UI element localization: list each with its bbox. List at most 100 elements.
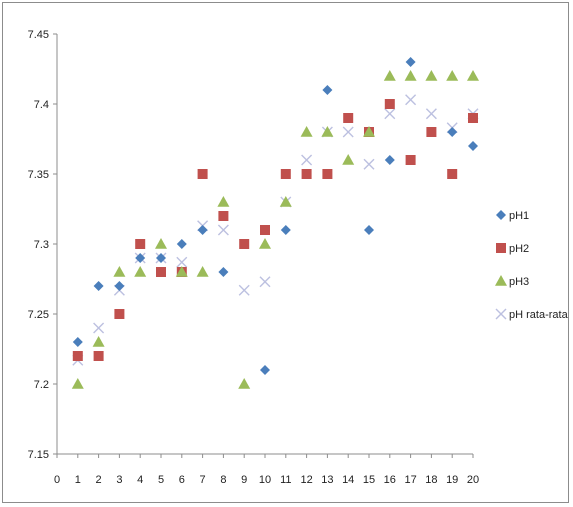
y-tick-label: 7.35: [28, 169, 49, 181]
ph1-point: [322, 85, 333, 95]
x-tick-label: 14: [342, 474, 354, 486]
ph1-point: [384, 155, 395, 165]
x-tick-label: 6: [179, 474, 185, 486]
legend-marker-ph2: [496, 243, 506, 253]
ph3-point: [342, 154, 355, 165]
ph2-point: [93, 351, 104, 361]
ph1-point: [135, 253, 146, 263]
ph2-point: [72, 351, 83, 361]
ph1-point: [218, 267, 229, 277]
chart-frame: 7.15 7.2 7.25 7.3 7.35 7.4 7.45 0 1 2 3 4 5 6 7 8 9 10 11 1…: [2, 2, 569, 503]
ph-rata-rata-point: [425, 108, 437, 120]
ph3-point: [279, 196, 292, 207]
ph3-point: [425, 70, 438, 81]
ph3-point: [196, 266, 209, 277]
ph2-point: [260, 225, 270, 235]
legend-label-ph3: pH3: [509, 276, 529, 288]
ph-rata-rata-point: [238, 284, 250, 296]
ph2-point: [280, 169, 291, 179]
ph3-point: [383, 70, 396, 81]
ph3-point: [217, 196, 230, 207]
ph1-point: [156, 253, 166, 263]
x-tick-label: 10: [259, 474, 271, 486]
legend-marker-ph-rata-rata: [495, 308, 507, 320]
ph-rata-rata-point: [384, 108, 396, 120]
ph1-point: [176, 239, 187, 249]
y-tick-label: 7.15: [28, 449, 49, 461]
x-tick-label: 12: [300, 474, 312, 486]
ph3-point: [404, 70, 417, 81]
x-tick-label: 18: [425, 474, 437, 486]
ph-rata-rata-point: [259, 276, 271, 288]
ph1-point: [405, 57, 416, 67]
x-tick-label: 2: [96, 474, 102, 486]
ph3-point: [92, 336, 105, 347]
legend-marker-ph1: [496, 210, 506, 220]
x-tick-label: 13: [321, 474, 333, 486]
ph3-point: [446, 70, 459, 81]
x-tick-label: 11: [280, 474, 291, 486]
ph2-point: [239, 239, 250, 249]
ph-rata-rata-point: [301, 154, 313, 166]
ph1-point: [280, 225, 291, 235]
x-tick-label: 20: [467, 474, 479, 486]
x-tick-label: 7: [200, 474, 206, 486]
y-tick-label: 7.3: [34, 239, 49, 251]
x-tick-label: 8: [220, 474, 226, 486]
x-tick-label: 16: [384, 474, 396, 486]
ph1-point: [114, 281, 125, 291]
y-tick-label: 7.45: [28, 29, 49, 41]
y-tick-label: 7.2: [34, 379, 49, 391]
ph2-point: [301, 169, 312, 179]
ph-rata-rata-point: [405, 94, 417, 106]
ph2-point: [468, 113, 478, 123]
ph3-point: [300, 126, 313, 137]
ph3-point: [363, 126, 375, 137]
ph-rata-rata-point: [342, 126, 354, 138]
ph-rata-rata-point: [93, 322, 105, 334]
ph2-point: [426, 127, 437, 137]
ph-rata-rata-point: [363, 158, 375, 170]
ph3-point: [113, 266, 126, 277]
ph3-point: [321, 126, 334, 137]
x-tick-label: 17: [404, 474, 416, 486]
legend-label-ph1: pH1: [509, 210, 529, 222]
x-tick-label: 15: [363, 474, 375, 486]
ph2-point: [384, 99, 395, 109]
ph2-point: [322, 169, 333, 179]
ph-rata-rata-point: [217, 224, 229, 236]
x-tick-label: 3: [116, 474, 122, 486]
x-tick-label: 4: [137, 474, 143, 486]
x-tick-label: 5: [158, 474, 164, 486]
ph3-point: [259, 238, 271, 249]
x-tick-label: 1: [75, 474, 81, 486]
ph2-point: [114, 309, 125, 319]
x-tick-label: 19: [446, 474, 458, 486]
ph2-point: [447, 169, 458, 179]
ph1-point: [364, 225, 374, 235]
y-tick-label: 7.25: [28, 309, 49, 321]
x-tick-label: 9: [241, 474, 247, 486]
y-tick-label: 7.4: [34, 99, 49, 111]
ph3-point: [134, 266, 147, 277]
ph2-point: [218, 211, 229, 221]
ph3-point: [71, 378, 84, 389]
scatter-chart: 7.157.27.257.37.357.47.450 1 2 3 4 5 6 7 8 9 10 11 1…: [28, 29, 569, 486]
ph2-point: [343, 113, 354, 123]
ph1-point: [468, 141, 478, 151]
legend-label-ph2: pH2: [509, 243, 529, 255]
ph-rata-rata-point: [176, 256, 188, 268]
ph3-point: [467, 70, 479, 81]
legend-label-ph-rata-rata: pH rata-rata: [509, 309, 569, 321]
ph3-point: [155, 238, 167, 249]
ph1-point: [72, 337, 83, 347]
ph1-point: [447, 127, 458, 137]
ph3-point: [175, 266, 188, 277]
ph2-point: [197, 169, 208, 179]
ph2-point: [156, 267, 166, 277]
ph1-point: [197, 225, 208, 235]
ph1-point: [93, 281, 104, 291]
ph3-point: [238, 378, 251, 389]
x-tick-label: 0: [54, 474, 60, 486]
ph2-point: [405, 155, 416, 165]
